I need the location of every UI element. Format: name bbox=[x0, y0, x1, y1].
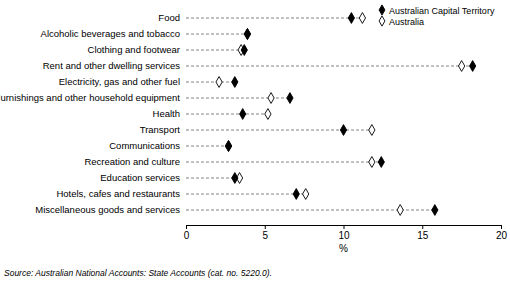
data-point bbox=[241, 45, 247, 56]
leader-line bbox=[186, 146, 229, 147]
legend: Australian Capital TerritoryAustralia bbox=[379, 5, 495, 27]
leader-line bbox=[186, 82, 235, 83]
x-tick-label: 20 bbox=[496, 230, 508, 241]
chart: Food Alcoholic beverages and tobacco Cloth… bbox=[0, 0, 510, 283]
leader-line bbox=[186, 34, 247, 35]
x-tick-mark bbox=[344, 225, 345, 229]
y-tick: Rent and other dwelling services bbox=[43, 60, 182, 71]
x-tick: 0 bbox=[184, 225, 190, 241]
data-point bbox=[432, 205, 438, 216]
category-label: Communications bbox=[109, 140, 180, 151]
plot-area bbox=[186, 13, 476, 216]
y-tick: Miscellaneous goods and services bbox=[35, 204, 182, 215]
category-label: Health bbox=[153, 108, 180, 119]
y-tick: Electricity, gas and other fuel bbox=[59, 76, 182, 87]
data-point bbox=[287, 93, 293, 104]
x-tick-label: 0 bbox=[184, 230, 190, 241]
data-point bbox=[216, 77, 222, 88]
data-point bbox=[232, 77, 238, 88]
category-label: Furnishings and other household equipmen… bbox=[0, 92, 180, 103]
y-tick: Health bbox=[153, 108, 182, 119]
category-label: Food bbox=[158, 12, 180, 23]
chart-container: Food Alcoholic beverages and tobacco Cloth… bbox=[0, 0, 510, 283]
category-label: Rent and other dwelling services bbox=[43, 60, 181, 71]
leader-line bbox=[186, 162, 381, 163]
y-tick: Hotels, cafes and restaurants bbox=[56, 188, 182, 199]
source-note: Source: Australian National Accounts: St… bbox=[4, 268, 272, 278]
category-label: Miscellaneous goods and services bbox=[35, 204, 180, 215]
leader-line bbox=[186, 66, 473, 67]
category-label: Electricity, gas and other fuel bbox=[59, 76, 180, 87]
x-tick-mark bbox=[186, 225, 187, 229]
data-point bbox=[225, 141, 231, 152]
data-point bbox=[265, 109, 271, 120]
leader-line bbox=[186, 18, 362, 19]
data-point bbox=[240, 109, 246, 120]
x-tick-label: 10 bbox=[338, 230, 350, 241]
data-point bbox=[232, 173, 238, 184]
y-tick: Clothing and footwear bbox=[88, 44, 182, 55]
category-label: Transport bbox=[140, 124, 181, 135]
x-tick: 15 bbox=[417, 225, 429, 241]
data-point bbox=[225, 141, 231, 152]
category-label: Clothing and footwear bbox=[88, 44, 180, 55]
category-label: Hotels, cafes and restaurants bbox=[56, 188, 180, 199]
x-tick-mark bbox=[501, 225, 502, 229]
x-tick-label: 15 bbox=[417, 230, 429, 241]
leader-line bbox=[186, 114, 268, 115]
x-tick-mark bbox=[422, 225, 423, 229]
data-point bbox=[470, 61, 476, 72]
legend-marker bbox=[379, 16, 385, 26]
x-tick-label: 5 bbox=[262, 230, 268, 241]
data-point bbox=[340, 125, 346, 136]
y-tick: Education services bbox=[100, 172, 182, 183]
x-tick: 5 bbox=[262, 225, 268, 241]
data-point bbox=[244, 29, 250, 40]
x-tick: 10 bbox=[338, 225, 350, 241]
data-point bbox=[268, 93, 274, 104]
x-axis-title: % bbox=[339, 243, 348, 254]
y-tick: Furnishings and other household equipmen… bbox=[0, 92, 182, 103]
data-point bbox=[369, 157, 375, 168]
data-point bbox=[369, 125, 375, 136]
legend-label: Australia bbox=[389, 17, 424, 27]
x-tick-mark bbox=[265, 225, 266, 229]
data-point bbox=[359, 13, 365, 24]
x-axis-line bbox=[187, 226, 502, 230]
data-point bbox=[397, 205, 403, 216]
data-point bbox=[458, 61, 464, 72]
x-axis: 0 5 10 15 20 bbox=[184, 225, 508, 241]
y-tick: Alcoholic beverages and tobacco bbox=[41, 28, 182, 39]
category-label: Alcoholic beverages and tobacco bbox=[41, 28, 180, 39]
category-label: Recreation and culture bbox=[84, 156, 180, 167]
data-point bbox=[378, 157, 384, 168]
y-axis: Food Alcoholic beverages and tobacco Cloth… bbox=[0, 12, 182, 215]
category-label: Education services bbox=[100, 172, 180, 183]
data-point bbox=[348, 13, 354, 24]
y-tick: Transport bbox=[140, 124, 182, 135]
data-point bbox=[303, 189, 309, 200]
data-point bbox=[293, 189, 299, 200]
data-point bbox=[244, 29, 250, 40]
y-tick: Food bbox=[158, 12, 182, 23]
y-tick: Communications bbox=[109, 140, 182, 151]
legend-marker bbox=[379, 5, 385, 15]
leader-line bbox=[186, 50, 244, 51]
legend-label: Australian Capital Territory bbox=[389, 6, 495, 16]
x-tick: 20 bbox=[496, 225, 508, 241]
y-tick: Recreation and culture bbox=[84, 156, 182, 167]
leader-line bbox=[186, 194, 306, 195]
